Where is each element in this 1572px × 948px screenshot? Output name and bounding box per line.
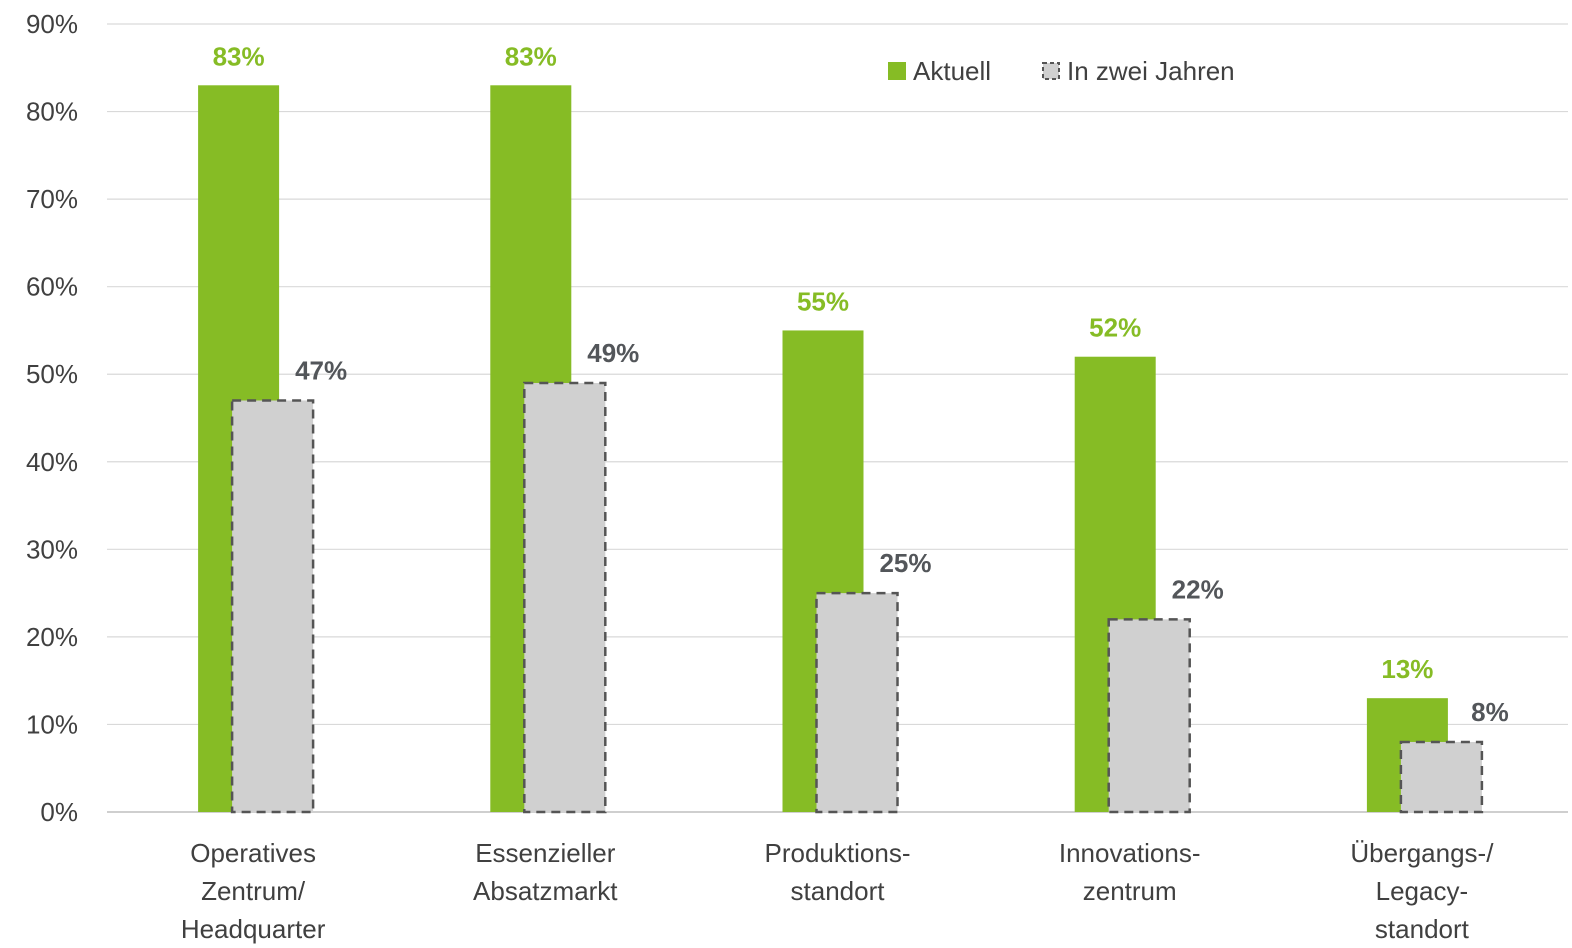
bar-in-zwei-jahren-4 <box>1399 740 1484 814</box>
y-tick-label: 90% <box>26 9 78 39</box>
legend: Aktuell In zwei Jahren <box>888 56 1235 86</box>
value-label-aktuell: 13% <box>1381 654 1433 684</box>
x-axis-categories: Operatives Zentrum/Headquarter Essenzielle… <box>181 838 1494 944</box>
bar-in-zwei-jahren-3 <box>1107 618 1191 814</box>
value-label-aktuell: 55% <box>797 286 849 316</box>
category-label-3: Innovations-zentrum <box>1059 838 1201 906</box>
value-label-aktuell: 83% <box>213 41 265 71</box>
legend-swatch-in-zwei-jahren <box>1042 62 1060 80</box>
category-label-2: Produktions-standort <box>765 838 911 906</box>
bar-in-zwei-jahren-2 <box>815 591 899 814</box>
value-label-in-zwei-jahren: 8% <box>1471 697 1509 727</box>
y-tick-label: 0% <box>40 797 78 827</box>
value-label-aktuell: 52% <box>1089 313 1141 343</box>
y-tick-label: 70% <box>26 184 78 214</box>
data-labels: 83% 47% 83% 49% 55% 25% 52% 22% 13% 8% <box>213 41 1509 727</box>
value-label-in-zwei-jahren: 47% <box>295 355 347 385</box>
y-tick-label: 80% <box>26 97 78 127</box>
y-tick-label: 50% <box>26 359 78 389</box>
value-label-in-zwei-jahren: 22% <box>1172 574 1224 604</box>
y-tick-label: 30% <box>26 534 78 564</box>
value-label-in-zwei-jahren: 49% <box>587 338 639 368</box>
legend-label-in-zwei-jahren: In zwei Jahren <box>1067 56 1235 86</box>
y-axis-ticks: 0% 10% 20% 30% 40% 50% 60% 70% 80% 90% <box>26 9 78 827</box>
legend-swatch-aktuell <box>888 62 906 80</box>
category-label-0: Operatives Zentrum/Headquarter <box>181 838 326 944</box>
y-tick-label: 40% <box>26 447 78 477</box>
bar-in-zwei-jahren-0 <box>230 399 315 814</box>
category-label-1: Essenzieller Absatzmarkt <box>473 838 618 906</box>
legend-label-aktuell: Aktuell <box>913 56 991 86</box>
y-tick-label: 20% <box>26 622 78 652</box>
category-label-4: Übergangs-/Legacy-standort <box>1350 838 1494 944</box>
y-tick-label: 60% <box>26 272 78 302</box>
value-label-in-zwei-jahren: 25% <box>879 548 931 578</box>
value-label-aktuell: 83% <box>505 41 557 71</box>
bar-in-zwei-jahren-1 <box>523 381 607 814</box>
bars <box>198 85 1484 814</box>
y-tick-label: 10% <box>26 709 78 739</box>
